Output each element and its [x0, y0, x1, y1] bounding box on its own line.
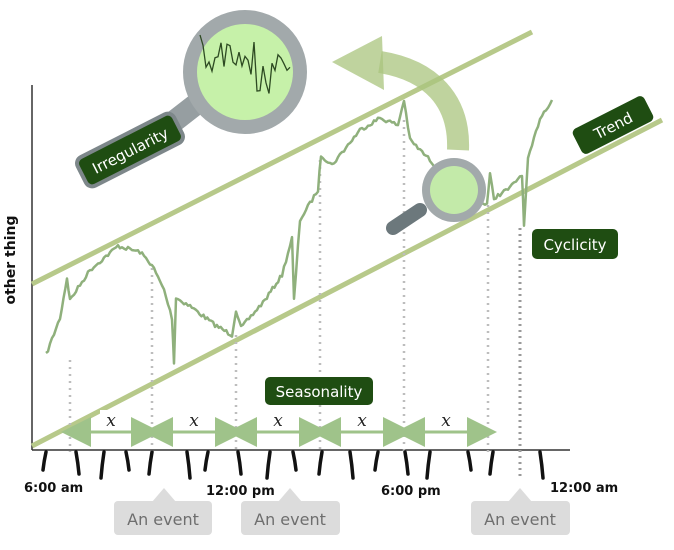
- period-label-1: x: [106, 411, 116, 431]
- cyclicity-label-box: [532, 229, 618, 259]
- time-label-12am: 12:00 am: [550, 481, 618, 496]
- period-label-3: x: [273, 411, 283, 431]
- time-label-6am: 6:00 am: [24, 481, 83, 496]
- hour-tick-17: [488, 450, 495, 476]
- hour-tick-4: [124, 450, 131, 472]
- event-label-1: An event: [127, 510, 199, 529]
- irregularity-zoom-noise: [199, 34, 291, 94]
- hour-tick-9: [265, 450, 272, 480]
- seasonality-label-box: [265, 377, 373, 405]
- irregularity-magnifier: [139, 10, 307, 151]
- hour-tick-14: [403, 450, 410, 476]
- hour-tick-5: [147, 450, 154, 476]
- event-callout-3: An event: [471, 488, 570, 535]
- irregularity-label: Irregularity: [75, 111, 185, 189]
- trend-band-lower: [30, 117, 664, 449]
- event-callout-2: An event: [241, 488, 340, 535]
- hour-tick-8: [236, 450, 243, 476]
- hour-tick-7: [203, 450, 210, 472]
- y-axis-label: other thing: [3, 216, 19, 305]
- hour-tick-6: [185, 450, 192, 480]
- period-label-4: x: [357, 411, 367, 431]
- hour-tick-13: [373, 450, 380, 472]
- zoom-arrow: [377, 51, 470, 151]
- season-guides: [68, 120, 522, 480]
- period-label-bg-1: [100, 410, 122, 428]
- period-label-5: x: [441, 411, 451, 431]
- period-label-bg-2: [183, 410, 205, 428]
- hour-tick-1: [41, 450, 48, 472]
- hour-tick-15: [425, 450, 432, 480]
- hour-ticks: [41, 450, 545, 480]
- hour-tick-2: [74, 450, 81, 476]
- event-label-2: An event: [254, 510, 326, 529]
- cyclicity-magnifier: [386, 158, 486, 235]
- period-label-bg-4: [351, 410, 373, 428]
- cyclicity-label: Cyclicity: [543, 236, 606, 254]
- period-label-2: x: [189, 411, 199, 431]
- hour-tick-18: [538, 450, 545, 480]
- hour-tick-10: [291, 450, 298, 472]
- seasonality-label: Seasonality: [276, 383, 363, 401]
- hour-tick-12: [348, 450, 355, 480]
- period-label-bg-3: [267, 410, 289, 428]
- event-label-3: An event: [484, 510, 556, 529]
- time-label-12pm: 12:00 pm: [206, 484, 275, 499]
- hour-tick-3: [99, 450, 106, 480]
- event-callout-1: An event: [114, 488, 212, 535]
- period-label-bg-5: [435, 410, 457, 428]
- time-label-6pm: 6:00 pm: [381, 484, 441, 499]
- hour-tick-11: [317, 450, 324, 476]
- hour-tick-16: [466, 450, 473, 472]
- trend-band-upper: [30, 29, 534, 287]
- zoom-arrow-head: [332, 36, 384, 90]
